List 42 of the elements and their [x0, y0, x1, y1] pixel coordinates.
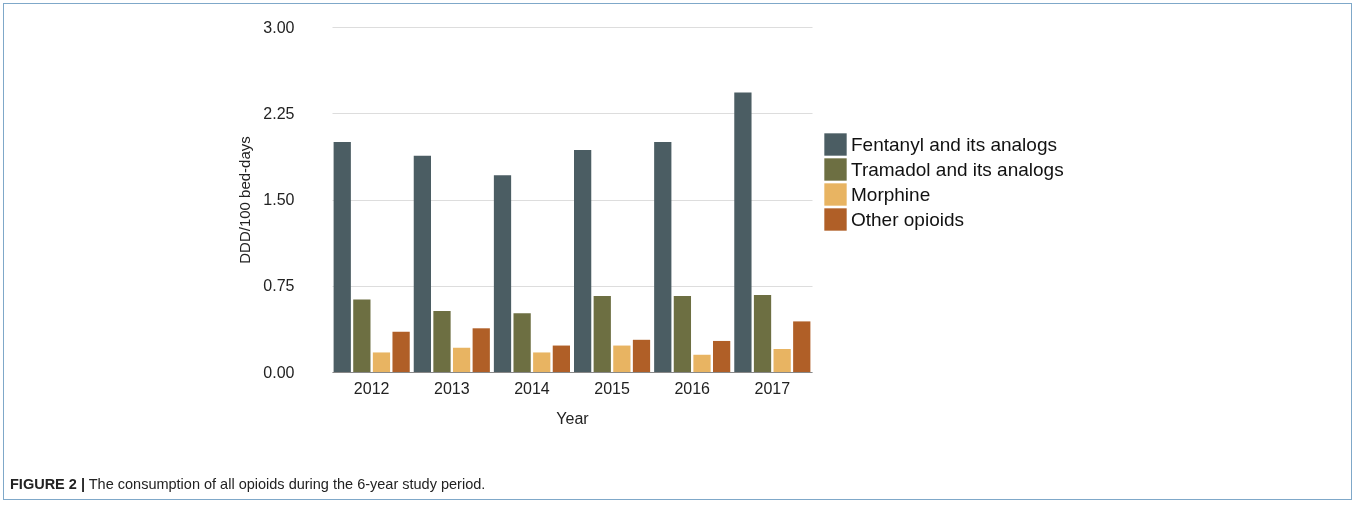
bar: [472, 328, 490, 372]
y-tick-label: 1.50: [263, 191, 295, 208]
legend-label: Other opioids: [851, 208, 965, 230]
bar: [533, 352, 551, 372]
bar: [793, 321, 811, 372]
bar: [713, 340, 731, 372]
bar: [654, 142, 672, 372]
bar: [353, 299, 371, 372]
bar: [392, 331, 410, 372]
x-axis-title: Year: [556, 409, 590, 427]
bar: [574, 150, 592, 372]
bar: [593, 296, 611, 372]
bar: [632, 339, 651, 372]
x-tick-label: 2013: [434, 379, 470, 397]
bar: [734, 92, 752, 372]
bar: [673, 296, 692, 372]
x-tick-label: 2015: [594, 379, 630, 397]
legend-label: Fentanyl and its analogs: [851, 133, 1057, 155]
bar: [753, 294, 772, 372]
bar: [513, 313, 531, 372]
bar: [493, 175, 512, 372]
x-tick-label: 2016: [674, 379, 711, 397]
bar: [413, 155, 431, 372]
bar: [433, 311, 451, 372]
caption: FIGURE 2 | The consumption of all opioids during the 6-year study period.: [10, 476, 486, 492]
y-tick-label: 2.25: [263, 104, 295, 122]
x-tick-label: 2014: [514, 379, 550, 397]
bar: [773, 349, 791, 372]
legend-label: Tramadol and its analogs: [851, 158, 1064, 180]
x-tick-label: 2017: [754, 379, 791, 397]
x-tick-label: 2012: [353, 379, 390, 397]
y-tick-label: 3.00: [263, 18, 295, 36]
bar: [333, 142, 351, 372]
y-tick-label: 0.75: [263, 277, 295, 295]
bar: [452, 347, 471, 372]
bar: [613, 345, 631, 372]
bar: [693, 354, 711, 372]
y-axis-title: DDD/100 bed-days: [236, 136, 254, 264]
legend-label: Morphine: [851, 183, 931, 205]
bar: [372, 352, 391, 372]
bar: [552, 345, 570, 372]
y-tick-label: 0.00: [263, 363, 295, 381]
